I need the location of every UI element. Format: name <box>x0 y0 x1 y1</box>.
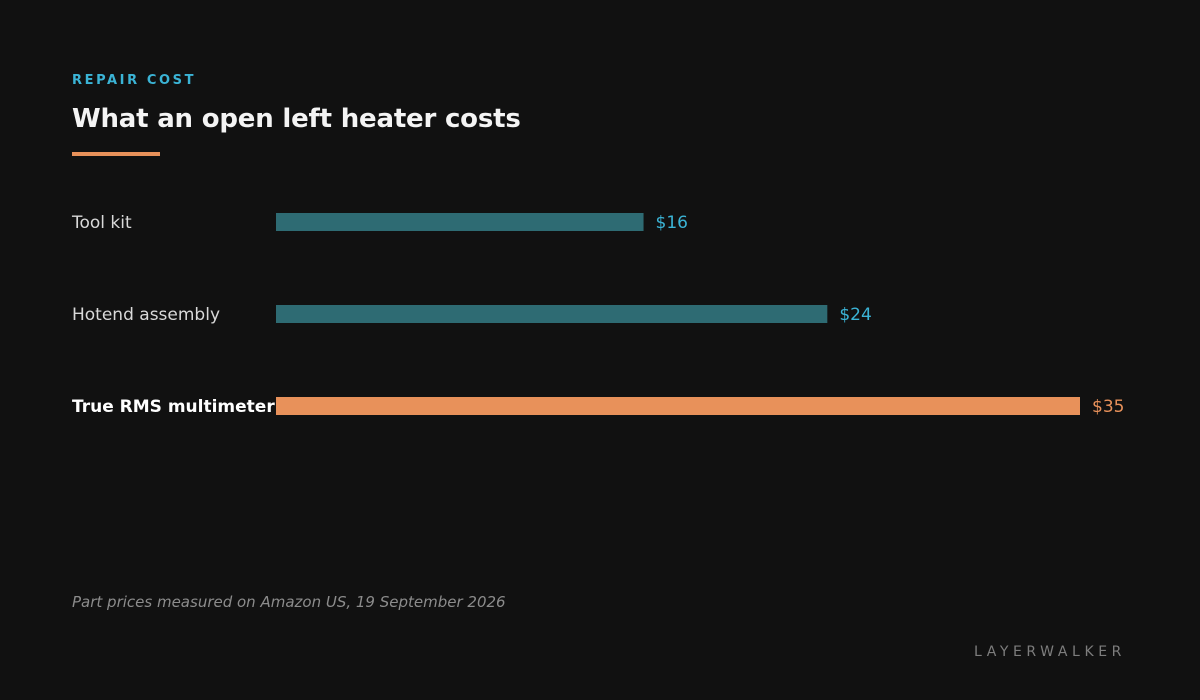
brand-wordmark: LAYERWALKER <box>974 644 1126 660</box>
category-label: Hotend assembly <box>72 305 220 325</box>
value-label: $24 <box>839 305 871 325</box>
bar <box>276 397 1080 415</box>
category-label: True RMS multimeter <box>72 397 275 417</box>
chart-eyebrow: REPAIR COST <box>72 73 197 88</box>
chart-title: What an open left heater costs <box>72 104 521 134</box>
value-label: $16 <box>656 213 688 233</box>
category-label: Tool kit <box>71 213 132 233</box>
bar <box>276 213 644 231</box>
value-label: $35 <box>1092 397 1124 417</box>
bar <box>276 305 828 323</box>
source-footnote: Part prices measured on Amazon US, 19 Se… <box>72 593 506 611</box>
title-accent-rule <box>72 152 160 156</box>
